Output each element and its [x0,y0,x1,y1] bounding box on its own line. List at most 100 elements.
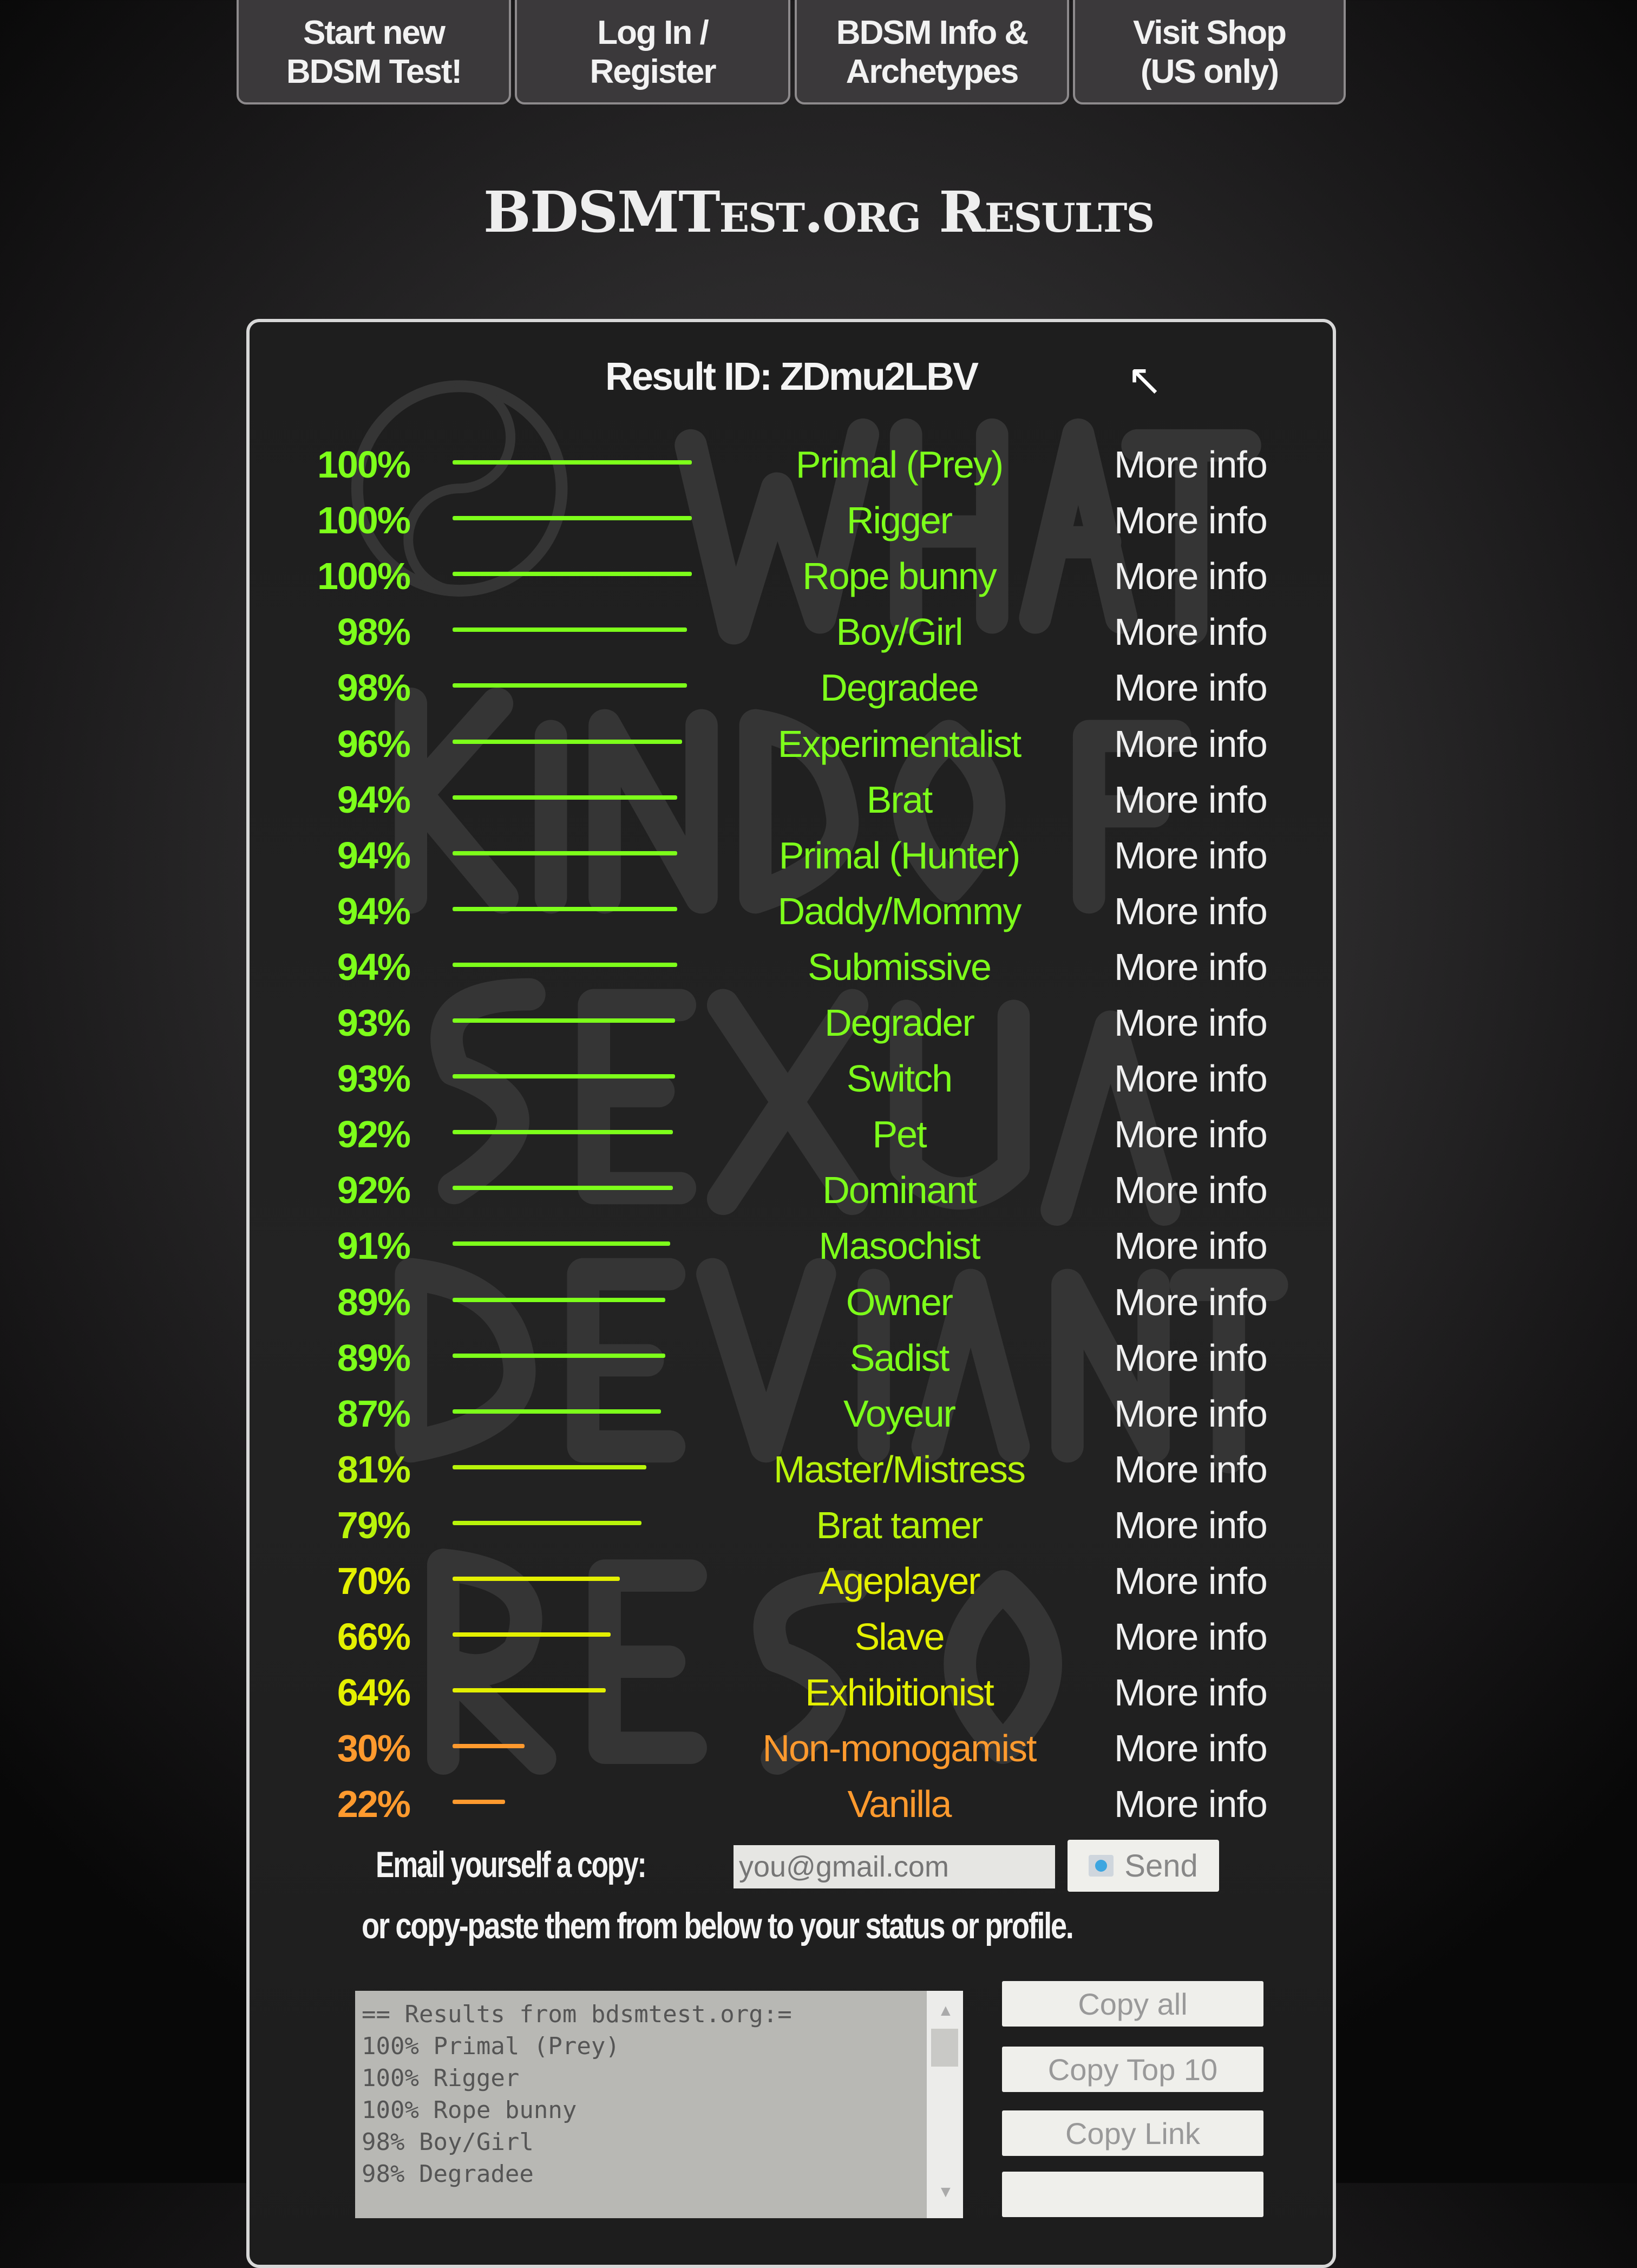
scroll-thumb[interactable] [931,2029,958,2067]
result-name[interactable]: Vanilla [847,1783,952,1826]
result-percent: 81% [337,1448,411,1491]
nav-start-new-test[interactable]: Start new BDSM Test! [237,0,511,104]
scroll-down-icon[interactable]: ▼ [938,2183,954,2201]
nav-visit-shop[interactable]: Visit Shop (US only) [1073,0,1346,104]
result-bar [453,851,677,855]
result-name[interactable]: Dominant [822,1169,977,1212]
result-bar [453,1744,525,1749]
textarea-line: 100% Primal (Prey) [362,2032,620,2060]
more-info-link[interactable]: More info [1114,834,1268,877]
result-name[interactable]: Owner [846,1280,953,1323]
copy-all-button[interactable]: Copy all [1002,1981,1263,2027]
more-info-link[interactable]: More info [1114,1392,1268,1435]
result-name[interactable]: Masochist [818,1225,980,1267]
scroll-up-icon[interactable]: ▲ [938,2002,954,2019]
result-name[interactable]: Degradee [820,666,979,709]
more-info-link[interactable]: More info [1114,443,1268,486]
more-info-link[interactable]: More info [1114,1336,1268,1379]
result-row: 66% Slave More info [250,1605,1333,1661]
copy-link-button[interactable]: Copy Link [1002,2110,1263,2156]
more-info-link[interactable]: More info [1114,499,1268,542]
result-bar [453,739,682,744]
nav-bdsm-info[interactable]: BDSM Info & Archetypes [795,0,1069,104]
more-info-link[interactable]: More info [1114,945,1268,988]
more-info-link[interactable]: More info [1114,611,1268,653]
result-name[interactable]: Rope bunny [802,555,997,598]
result-name[interactable]: Boy/Girl [836,611,964,653]
result-percent: 70% [337,1560,411,1602]
result-name[interactable]: Master/Mistress [774,1448,1026,1491]
more-info-link[interactable]: More info [1114,1002,1268,1044]
result-name[interactable]: Switch [846,1057,953,1100]
more-info-link[interactable]: More info [1114,1448,1268,1491]
nav-label: Start new [303,14,446,51]
result-name[interactable]: Sadist [849,1336,950,1379]
result-percent: 100% [317,443,411,486]
result-name[interactable]: Slave [854,1616,945,1658]
result-name[interactable]: Non-monogamist [762,1727,1037,1770]
result-name[interactable]: Degrader [824,1002,975,1044]
result-row: 94% Brat More info [250,768,1333,824]
more-info-link[interactable]: More info [1114,778,1268,821]
result-row: 98% Boy/Girl More info [250,600,1333,656]
result-name[interactable]: Ageplayer [818,1560,980,1602]
result-name[interactable]: Rigger [846,499,953,542]
more-info-link[interactable]: More info [1114,890,1268,932]
textarea-line: 98% Boy/Girl [362,2128,534,2156]
textarea-line: 100% Rope bunny [362,2096,577,2124]
result-name[interactable]: Voyeur [843,1392,956,1435]
more-info-link[interactable]: More info [1114,555,1268,598]
result-row: 64% Exhibitionist More info [250,1661,1333,1717]
more-info-link[interactable]: More info [1114,1280,1268,1323]
result-row: 22% Vanilla More info [250,1773,1333,1828]
result-percent: 92% [337,1169,411,1212]
more-info-link[interactable]: More info [1114,1727,1268,1770]
more-info-link[interactable]: More info [1114,1169,1268,1212]
result-name[interactable]: Primal (Hunter) [778,834,1021,877]
more-info-link[interactable]: More info [1114,1113,1268,1156]
more-info-link[interactable]: More info [1114,1057,1268,1100]
result-bar [453,962,677,967]
more-info-link[interactable]: More info [1114,1783,1268,1826]
result-name[interactable]: Exhibitionist [805,1671,994,1714]
result-percent: 96% [337,722,411,765]
result-row: 87% Voyeur More info [250,1382,1333,1438]
result-name[interactable]: Daddy/Mommy [777,890,1022,932]
result-percent: 94% [337,778,411,821]
more-button-partial[interactable] [1002,2172,1263,2217]
result-name[interactable]: Submissive [808,945,992,988]
result-bar [453,1353,665,1358]
result-name[interactable]: Primal (Prey) [795,443,1004,486]
result-percent: 22% [337,1783,411,1826]
more-info-link[interactable]: More info [1114,722,1268,765]
result-percent: 92% [337,1113,411,1156]
result-percent: 100% [317,499,411,542]
result-percent: 94% [337,890,411,932]
result-name[interactable]: Experimentalist [777,722,1022,765]
result-bar [453,1018,675,1023]
textarea-scrollbar[interactable]: ▲ ▼ [927,1991,963,2218]
more-info-link[interactable]: More info [1114,1504,1268,1546]
result-bar [453,683,687,688]
result-row: 100% Rigger More info [250,489,1333,545]
result-bar [453,1688,606,1693]
result-name[interactable]: Pet [872,1113,927,1156]
result-name[interactable]: Brat [866,778,933,821]
more-info-link[interactable]: More info [1114,1671,1268,1714]
email-icon [1089,1855,1114,1877]
result-percent: 93% [337,1057,411,1100]
more-info-link[interactable]: More info [1114,1560,1268,1602]
result-percent: 64% [337,1671,411,1714]
result-percent: 93% [337,1002,411,1044]
nav-label: Log In / [597,14,709,51]
result-name[interactable]: Brat tamer [816,1504,984,1546]
nav-login-register[interactable]: Log In / Register [515,0,790,104]
email-input[interactable] [734,1845,1055,1888]
result-bar [453,1130,673,1135]
results-textarea[interactable]: == Results from bdsmtest.org:= 100% Prima… [355,1991,927,2218]
send-button[interactable]: Send [1068,1840,1219,1892]
more-info-link[interactable]: More info [1114,666,1268,709]
more-info-link[interactable]: More info [1114,1225,1268,1267]
copy-top-10-button[interactable]: Copy Top 10 [1002,2047,1263,2092]
more-info-link[interactable]: More info [1114,1616,1268,1658]
